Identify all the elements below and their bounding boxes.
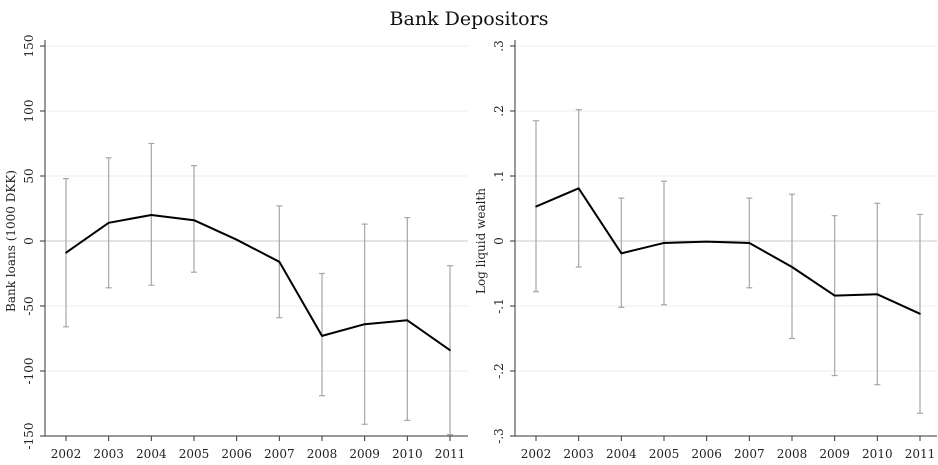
x-tick-label: 2003: [563, 447, 594, 461]
x-tick-label: 2004: [606, 447, 637, 461]
data-point: [833, 294, 836, 297]
x-tick-label: 2011: [435, 447, 466, 461]
x-tick-label: 2005: [649, 447, 680, 461]
data-point: [150, 214, 153, 216]
x-tick-label: 2007: [264, 447, 295, 461]
data-point: [919, 313, 921, 315]
data-point: [535, 205, 537, 208]
x-tick-label: 2010: [392, 447, 423, 461]
x-tick-label: 2004: [136, 447, 167, 461]
x-tick-label: 2002: [521, 447, 552, 461]
data-point: [65, 251, 67, 254]
data-point: [107, 222, 110, 224]
x-tick-label: 2008: [307, 447, 338, 461]
data-point: [193, 219, 195, 221]
y-tick-label: -.1: [492, 298, 506, 314]
chart-panel-bank-loans: -150 -100 -50 0 50 100 150 2002 2003 2004 2005 2006…: [4, 35, 468, 461]
y-tick-label: 50: [22, 168, 36, 183]
y-tick-label: 0: [22, 237, 36, 245]
data-point: [577, 187, 580, 190]
y-tick-label: .1: [492, 170, 506, 181]
x-tick-label: 2006: [221, 447, 252, 461]
x-tick-label: 2005: [179, 447, 210, 461]
x-tick-label: 2006: [691, 447, 722, 461]
x-tick-label: 2002: [51, 447, 82, 461]
x-tick-label: 2003: [93, 447, 124, 461]
x-tick-label: 2011: [905, 447, 936, 461]
y-tick-label: .3: [492, 40, 506, 51]
data-point: [321, 335, 323, 337]
y-tick-label: 150: [22, 35, 36, 58]
y-tick-label: -150: [22, 423, 36, 450]
y-axis-label: Bank loans (1000 DKK): [4, 170, 18, 312]
data-point: [449, 349, 451, 352]
data-point: [406, 319, 409, 322]
data-point: [235, 238, 238, 241]
data-point: [663, 242, 665, 244]
y-tick-label: -100: [22, 358, 36, 385]
x-tick-label: 2010: [862, 447, 893, 461]
x-tick-label: 2008: [777, 447, 808, 461]
data-point: [791, 266, 793, 268]
chart-panel-log-liquid-wealth: -.3 -.2 -.1 0 .1 .2 .3 2002 2003 2004 2005 2006 2007…: [474, 40, 937, 461]
data-point: [278, 261, 281, 263]
x-tick-label: 2009: [349, 447, 380, 461]
y-axis-label: Log liquid wealth: [474, 188, 488, 294]
figure-title: Bank Depositors: [389, 8, 549, 30]
y-tick-label: .2: [492, 105, 506, 116]
series-line: [65, 214, 451, 352]
data-point: [748, 242, 751, 244]
data-point: [705, 240, 708, 243]
y-tick-label: 0: [492, 237, 506, 245]
series-line: [535, 187, 921, 315]
data-point: [876, 293, 879, 296]
y-tick-label: 100: [22, 100, 36, 123]
y-tick-label: -.2: [492, 363, 506, 379]
data-point: [620, 252, 623, 255]
x-tick-label: 2009: [819, 447, 850, 461]
x-tick-label: 2007: [734, 447, 765, 461]
y-tick-label: -50: [22, 296, 36, 315]
y-tick-label: -.3: [492, 428, 506, 444]
data-point: [363, 323, 366, 326]
